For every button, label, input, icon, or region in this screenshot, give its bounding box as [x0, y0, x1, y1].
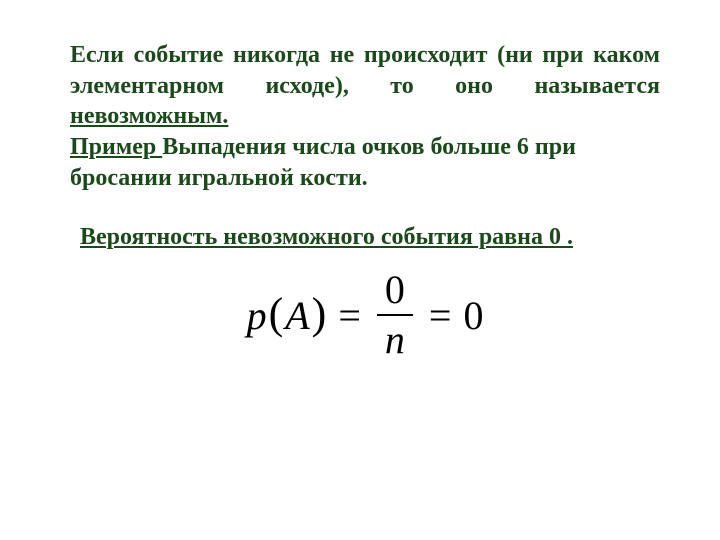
example-label: Пример: [70, 134, 162, 160]
formula-fraction-bar: [377, 314, 413, 316]
formula-A: A: [285, 292, 309, 339]
formula-fraction: 0 n: [377, 270, 413, 360]
formula-eq1: =: [328, 292, 371, 339]
formula-result: 0: [463, 292, 483, 339]
formula-rparen: ): [312, 288, 327, 339]
statement-paragraph: Вероятность невозможного события равна 0…: [70, 222, 660, 253]
slide-content: Если событие никогда не происходит (ни п…: [0, 0, 720, 360]
formula-p: p: [247, 292, 267, 339]
statement-text: Вероятность невозможного события равна 0…: [80, 224, 573, 250]
formula-eq2: =: [419, 292, 462, 339]
formula-denominator: n: [377, 320, 413, 360]
formula-lparen: (: [269, 288, 284, 339]
formula-numerator: 0: [377, 270, 413, 310]
probability-formula: p(A) = 0 n = 0: [70, 270, 660, 360]
definition-paragraph: Если событие никогда не происходит (ни п…: [70, 40, 660, 132]
term-impossible: невозможным.: [70, 103, 228, 129]
definition-text: Если событие никогда не происходит (ни п…: [70, 42, 660, 99]
example-paragraph: Пример Выпадения числа очков больше 6 пр…: [70, 132, 660, 193]
